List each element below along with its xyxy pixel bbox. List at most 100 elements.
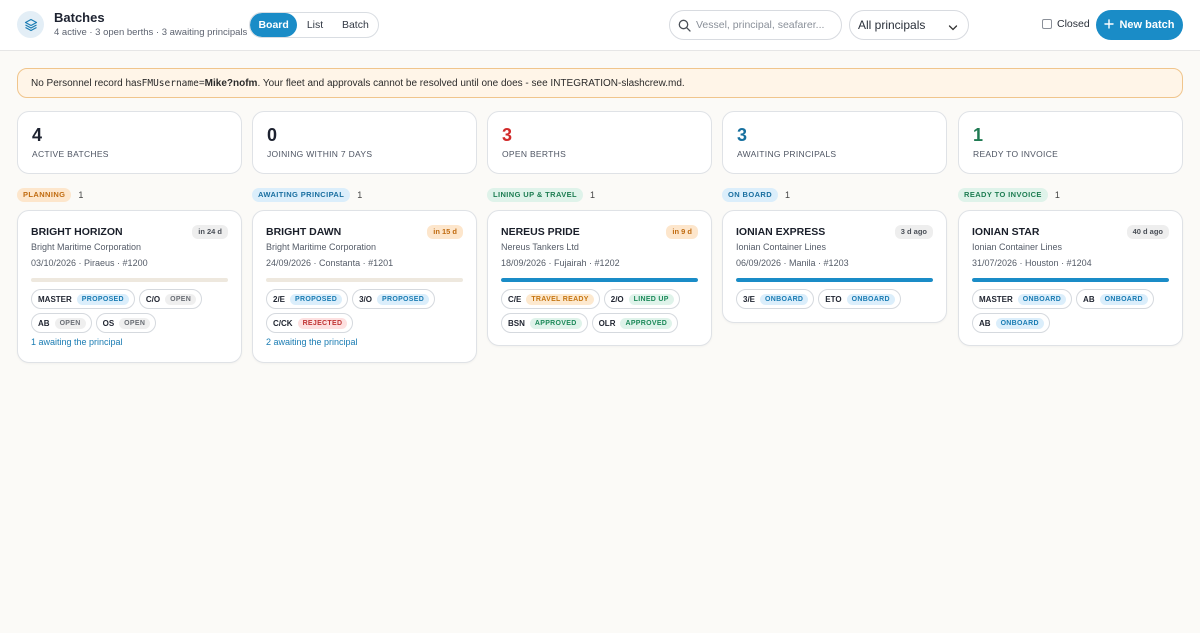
role-status-badge: ONBOARD xyxy=(1017,293,1067,305)
role-chip[interactable]: BSN APPROVED xyxy=(501,313,588,333)
role-status-badge: ONBOARD xyxy=(846,293,895,305)
role-status-badge: APPROVED xyxy=(620,317,673,329)
due-badge: in 24 d xyxy=(192,225,228,239)
role-status-badge: PROPOSED xyxy=(377,293,430,305)
role-code: OLR xyxy=(598,318,616,328)
role-code: AB xyxy=(38,318,50,328)
role-chip[interactable]: AB OPEN xyxy=(31,313,92,333)
plus-icon xyxy=(1104,18,1115,32)
view-tab-batch[interactable]: Batch xyxy=(341,19,369,31)
role-status-badge: TRAVEL READY xyxy=(526,293,594,305)
role-chip[interactable]: 2/E PROPOSED xyxy=(266,289,349,309)
column-stage-pill: PLANNING xyxy=(17,188,72,202)
column-header: PLANNING 1 xyxy=(17,188,83,202)
column-count: 1 xyxy=(78,190,84,200)
column-stage-pill: READY TO INVOICE xyxy=(958,188,1048,202)
stat-value: 0 xyxy=(267,125,278,145)
column-header: READY TO INVOICE 1 xyxy=(958,188,1060,202)
role-chip[interactable]: 3/E ONBOARD xyxy=(736,289,815,309)
stat-label: JOINING WITHIN 7 DAYS xyxy=(267,149,373,159)
stat-open-berths: 3 OPEN BERTHS xyxy=(487,111,712,174)
principal-name: Bright Maritime Corporation xyxy=(266,242,377,252)
role-status-badge: OPEN xyxy=(165,293,197,305)
awaiting-principal-link[interactable]: 2 awaiting the principal xyxy=(266,337,358,347)
search-box xyxy=(669,10,842,40)
column-stage-pill: AWAITING PRINCIPAL xyxy=(252,188,351,202)
view-tab-list[interactable]: List xyxy=(306,19,324,31)
role-status-badge: APPROVED xyxy=(529,317,582,329)
role-code: MASTER xyxy=(979,294,1013,304)
closed-checkbox[interactable] xyxy=(1042,19,1052,29)
stat-value: 3 xyxy=(737,125,748,145)
batch-card[interactable]: NEREUS PRIDE Nereus Tankers Ltd 18/09/2026… xyxy=(487,210,712,346)
stat-value: 4 xyxy=(32,125,43,145)
stat-ready-to-invoice: 1 READY TO INVOICE xyxy=(958,111,1183,174)
column-count: 1 xyxy=(785,190,791,200)
column-stage-pill: ON BOARD xyxy=(722,188,779,202)
awaiting-principal-link[interactable]: 1 awaiting the principal xyxy=(31,337,123,347)
principal-name: Ionian Container Lines xyxy=(972,242,1063,252)
role-code: C/E xyxy=(508,294,522,304)
role-chip[interactable]: MASTER ONBOARD xyxy=(972,289,1073,309)
stat-value: 3 xyxy=(502,125,513,145)
page-title: Batches xyxy=(54,10,105,25)
progress-bar xyxy=(31,278,228,282)
closed-toggle[interactable]: Closed xyxy=(1042,18,1090,30)
banner-username: Mike?nofm xyxy=(204,77,258,89)
progress-bar-fill xyxy=(736,278,933,282)
role-chip[interactable]: MASTER PROPOSED xyxy=(31,289,135,309)
vessel-name: NEREUS PRIDE xyxy=(501,226,580,238)
role-chip[interactable]: C/CK REJECTED xyxy=(266,313,354,333)
column-header: ON BOARD 1 xyxy=(722,188,790,202)
stat-value: 1 xyxy=(973,125,984,145)
batch-card[interactable]: BRIGHT DAWN Bright Maritime Corporation 24… xyxy=(252,210,477,363)
batch-meta: 31/07/2026 · Houston · #1204 xyxy=(972,258,1092,268)
new-batch-button[interactable]: New batch xyxy=(1096,10,1183,40)
role-code: C/CK xyxy=(273,318,293,328)
role-code: AB xyxy=(979,318,991,328)
vessel-name: IONIAN EXPRESS xyxy=(736,226,826,238)
stat-active-batches: 4 ACTIVE BATCHES xyxy=(17,111,242,174)
role-chip[interactable]: AB ONBOARD xyxy=(972,313,1050,333)
role-status-badge: OPEN xyxy=(54,317,86,329)
role-chip[interactable]: C/O OPEN xyxy=(138,289,203,309)
role-chip[interactable]: OLR APPROVED xyxy=(591,313,679,333)
role-list: 3/E ONBOARD ETO ONBOARD xyxy=(736,289,941,309)
role-list: MASTER ONBOARD AB ONBOARD AB ONBOARD xyxy=(972,289,1177,333)
role-status-badge: LINED UP xyxy=(628,293,674,305)
role-chip[interactable]: 2/O LINED UP xyxy=(603,289,680,309)
batch-card[interactable]: BRIGHT HORIZON Bright Maritime Corporatio… xyxy=(17,210,242,363)
principal-name: Nereus Tankers Ltd xyxy=(501,242,579,252)
batch-card[interactable]: IONIAN EXPRESS Ionian Container Lines 06/0… xyxy=(722,210,947,323)
principal-filter-select[interactable]: All principals xyxy=(849,10,969,40)
vessel-name: IONIAN STAR xyxy=(972,226,1040,238)
batch-card[interactable]: IONIAN STAR Ionian Container Lines 31/07/2… xyxy=(958,210,1183,346)
role-chip[interactable]: AB ONBOARD xyxy=(1076,289,1154,309)
closed-label: Closed xyxy=(1057,18,1090,30)
banner-prefix: No Personnel record has xyxy=(31,77,142,89)
stat-joining-within-7-days: 0 JOINING WITHIN 7 DAYS xyxy=(252,111,477,174)
role-status-badge: PROPOSED xyxy=(76,293,129,305)
column-count: 1 xyxy=(1054,190,1060,200)
stat-label: READY TO INVOICE xyxy=(973,149,1059,159)
role-chip[interactable]: ETO ONBOARD xyxy=(818,289,901,309)
due-badge: in 15 d xyxy=(427,225,463,239)
column-stage-pill: LINING UP & TRAVEL xyxy=(487,188,584,202)
new-batch-label: New batch xyxy=(1119,19,1175,31)
vessel-name: BRIGHT HORIZON xyxy=(31,226,123,238)
column-header: LINING UP & TRAVEL 1 xyxy=(487,188,595,202)
stat-label: AWAITING PRINCIPALS xyxy=(737,149,837,159)
role-list: MASTER PROPOSED C/O OPEN AB OPEN OS OPEN xyxy=(31,289,236,333)
role-chip[interactable]: C/E TRAVEL READY xyxy=(501,289,600,309)
progress-bar xyxy=(972,278,1169,282)
role-chip[interactable]: 3/O PROPOSED xyxy=(352,289,436,309)
role-chip[interactable]: OS OPEN xyxy=(95,313,157,333)
role-code: 2/E xyxy=(273,294,286,304)
top-bar: Batches 4 active · 3 open berths · 3 awa… xyxy=(0,0,1200,51)
batch-meta: 18/09/2026 · Fujairah · #1202 xyxy=(501,258,620,268)
column-header: AWAITING PRINCIPAL 1 xyxy=(252,188,362,202)
due-badge: 3 d ago xyxy=(894,225,933,239)
role-status-badge: ONBOARD xyxy=(995,317,1044,329)
view-tab-board[interactable]: Board xyxy=(250,13,298,37)
search-input[interactable] xyxy=(696,19,836,31)
